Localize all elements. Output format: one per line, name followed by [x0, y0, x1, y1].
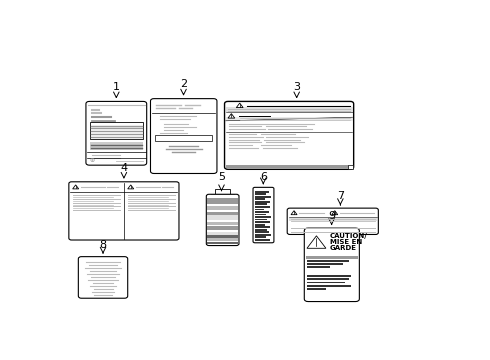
Text: 3: 3: [293, 82, 300, 92]
Bar: [255, 239, 270, 240]
Bar: [307, 288, 326, 290]
Bar: [211, 194, 234, 201]
FancyBboxPatch shape: [206, 194, 239, 246]
Text: 8: 8: [99, 240, 107, 250]
Text: 4: 4: [121, 163, 127, 174]
Bar: [255, 224, 265, 225]
Bar: [255, 193, 266, 195]
Bar: [207, 235, 238, 238]
Bar: [255, 219, 268, 220]
Bar: [255, 213, 266, 216]
Bar: [255, 206, 270, 208]
Bar: [207, 232, 238, 235]
Text: 5: 5: [218, 172, 225, 182]
Bar: [255, 198, 265, 201]
Bar: [215, 189, 230, 194]
FancyBboxPatch shape: [86, 102, 147, 165]
Bar: [207, 212, 238, 215]
Bar: [207, 222, 238, 225]
FancyBboxPatch shape: [224, 102, 354, 169]
Bar: [255, 221, 270, 223]
Bar: [255, 229, 267, 230]
FancyBboxPatch shape: [78, 257, 128, 298]
Bar: [307, 275, 351, 277]
Bar: [255, 203, 267, 206]
Text: MISE EN: MISE EN: [330, 239, 363, 245]
Bar: [307, 266, 330, 268]
Bar: [307, 260, 349, 262]
Bar: [348, 165, 352, 169]
FancyBboxPatch shape: [304, 228, 359, 302]
Bar: [255, 231, 269, 233]
Text: 2: 2: [180, 79, 187, 89]
Bar: [207, 198, 238, 203]
Text: 1: 1: [113, 82, 120, 92]
Bar: [255, 234, 271, 235]
Bar: [207, 242, 238, 244]
Bar: [155, 135, 212, 141]
Bar: [207, 239, 238, 241]
Bar: [90, 141, 143, 150]
FancyBboxPatch shape: [287, 208, 378, 234]
Bar: [307, 263, 343, 265]
Bar: [289, 217, 377, 221]
Bar: [255, 196, 271, 198]
Bar: [255, 226, 270, 228]
Bar: [226, 117, 352, 121]
Bar: [255, 201, 270, 203]
Bar: [307, 282, 345, 283]
Text: 6: 6: [260, 172, 267, 182]
Bar: [255, 191, 269, 193]
Bar: [255, 216, 271, 218]
Bar: [307, 278, 349, 280]
Bar: [207, 226, 238, 230]
Bar: [226, 107, 352, 112]
FancyBboxPatch shape: [69, 182, 179, 240]
Bar: [90, 122, 143, 139]
FancyBboxPatch shape: [253, 187, 274, 243]
Bar: [207, 215, 238, 220]
Bar: [226, 166, 349, 168]
Bar: [255, 208, 264, 211]
Text: GARDE: GARDE: [330, 245, 357, 251]
Text: CAUTION/: CAUTION/: [330, 233, 368, 239]
Bar: [307, 285, 351, 287]
Text: 7: 7: [337, 191, 344, 201]
Bar: [255, 211, 269, 213]
Bar: [207, 236, 238, 240]
Bar: [207, 206, 238, 210]
Bar: [255, 236, 266, 238]
Bar: [306, 256, 358, 259]
FancyBboxPatch shape: [150, 99, 217, 174]
Text: 9: 9: [328, 211, 335, 221]
Text: ⊕: ⊕: [90, 158, 95, 163]
